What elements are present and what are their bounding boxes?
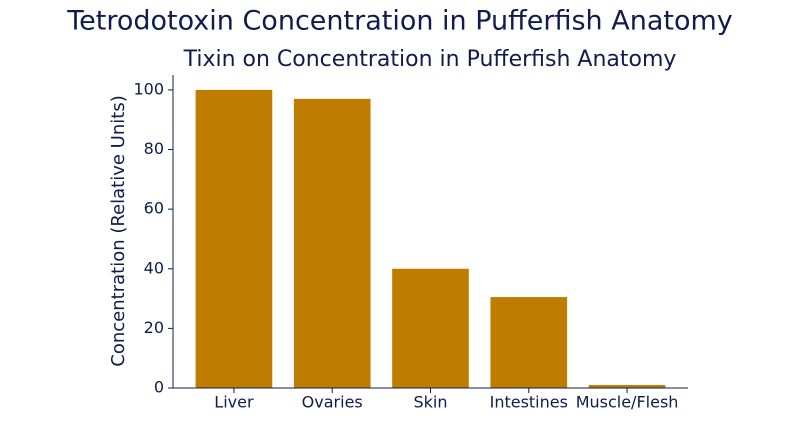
x-tick-label: Liver <box>214 393 254 412</box>
x-tick-label: Muscle/Flesh <box>576 393 679 412</box>
x-tick-label: Skin <box>413 393 447 412</box>
chart-title: Tetrodotoxin Concentration in Pufferfish… <box>66 6 733 37</box>
bar <box>588 385 666 388</box>
bar <box>392 268 469 388</box>
y-axis-label: Concentration (Relative Units) <box>108 95 129 366</box>
y-tick-label: 80 <box>144 139 164 158</box>
x-tick-label: Intestines <box>490 393 568 412</box>
y-tick-label: 40 <box>144 258 164 277</box>
x-tick-label: Ovaries <box>302 393 363 412</box>
y-tick-label: 100 <box>133 79 164 98</box>
chart-subtitle: Tixin on Concentration in Pufferfish Ana… <box>183 47 677 72</box>
y-tick-label: 20 <box>144 318 164 337</box>
y-tick-label: 60 <box>144 199 164 218</box>
y-tick-label: 0 <box>154 378 164 397</box>
bar <box>490 297 568 388</box>
bar <box>195 89 273 389</box>
bar <box>293 98 371 388</box>
